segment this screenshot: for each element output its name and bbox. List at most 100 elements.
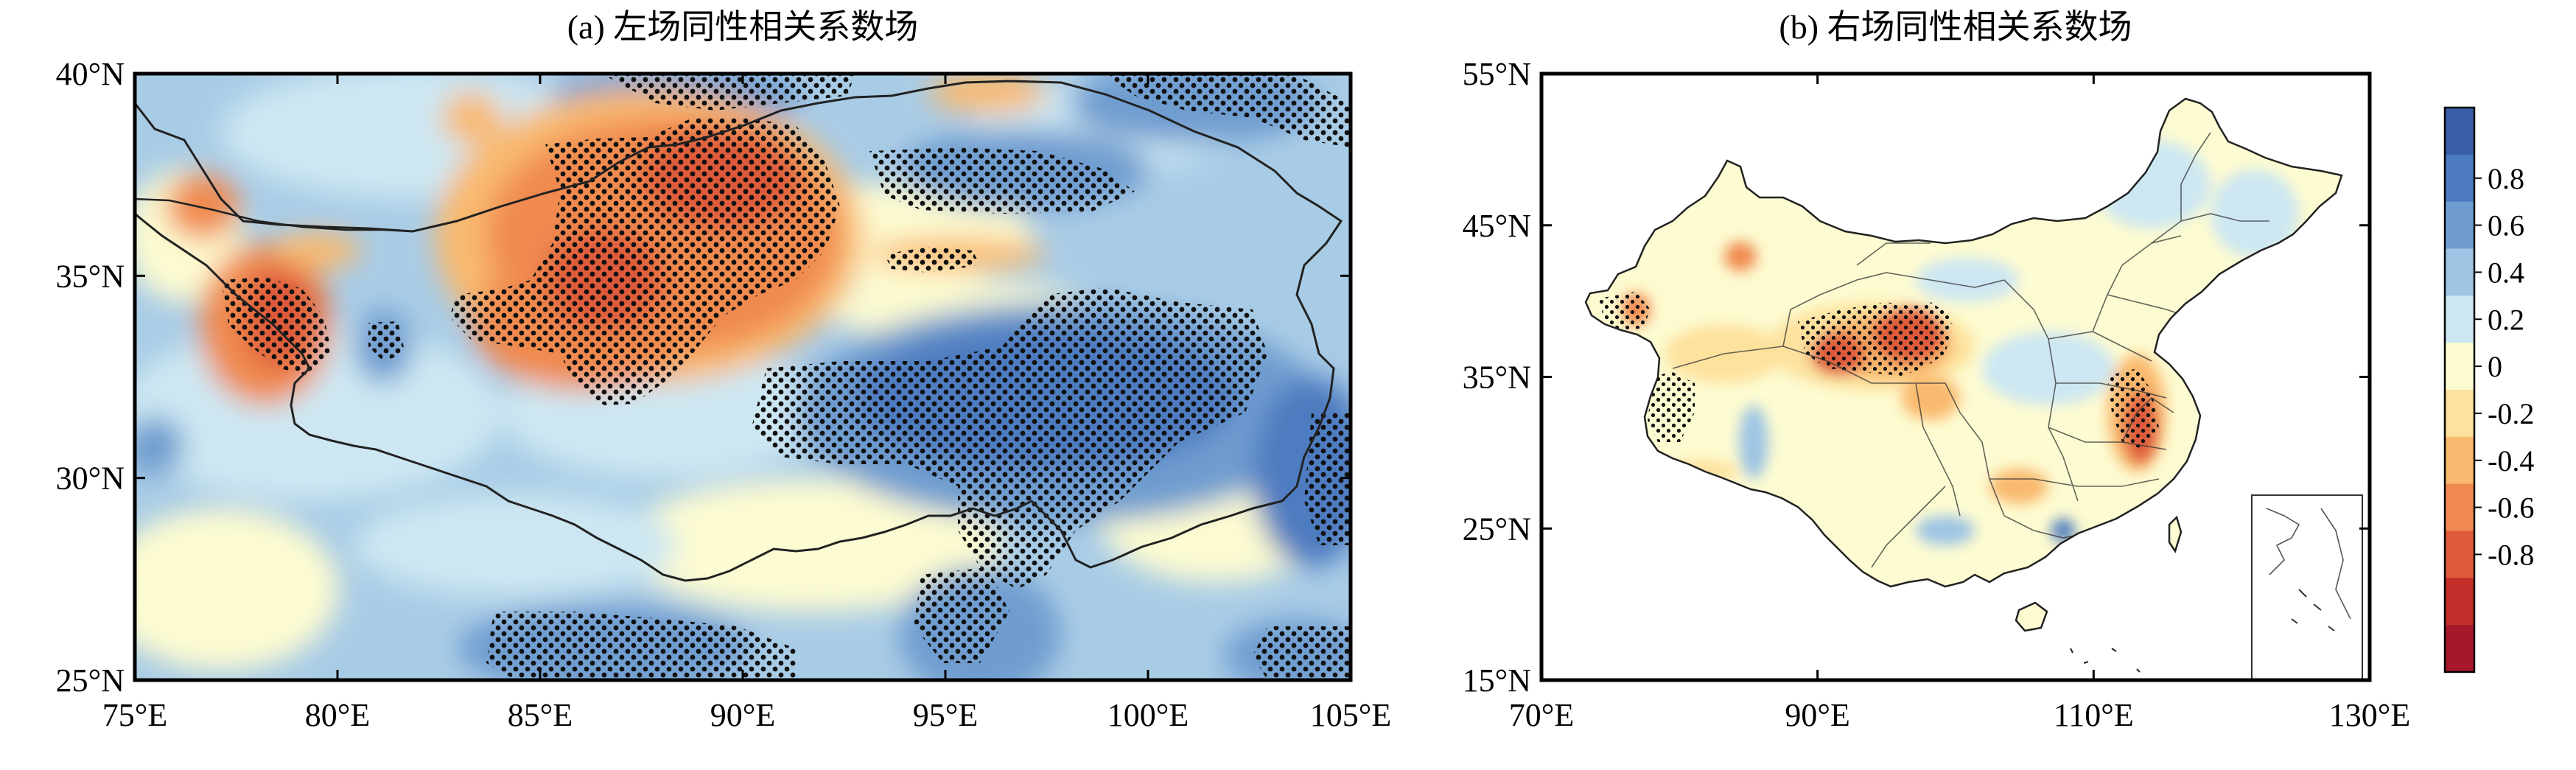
panel-a-ytick-label: 30°N xyxy=(56,461,125,497)
inset-frame xyxy=(2251,494,2363,680)
panel-b-island-mark xyxy=(2083,661,2089,664)
colorbar-segment xyxy=(2445,343,2474,391)
colorbar-tick-label: 0.4 xyxy=(2488,256,2524,289)
panel-a-stipple-region xyxy=(869,147,1135,214)
panel-b-province-border xyxy=(1989,478,2160,487)
panel-a-xtick-label: 85°E xyxy=(508,697,573,733)
panel-b-ytick-label: 45°N xyxy=(1463,208,1531,244)
panel-b-axes: 70°E 90°E 110°E 130°E 15°N 25°N 35°N 45°N 55°N xyxy=(1463,56,2411,733)
panel-b-province-border xyxy=(1782,272,2005,347)
colorbar-segment xyxy=(2445,578,2474,626)
panel-b-hainan-island xyxy=(2015,601,2048,632)
panel-b-xtick-label: 70°E xyxy=(1509,697,1574,733)
panel-a-xtick-label: 105°E xyxy=(1310,697,1391,733)
panel-b-taiwan-island xyxy=(2168,515,2183,553)
colorbar-segment xyxy=(2445,201,2474,249)
colorbar-tick-label: -0.4 xyxy=(2488,444,2534,477)
panel-b-islands xyxy=(2070,648,2141,673)
colorbar-tick-label: -0.6 xyxy=(2488,491,2534,525)
panel-b-province-border xyxy=(2180,132,2211,221)
panel-a-stipple-region xyxy=(752,287,1267,589)
panel-b-field-blob xyxy=(1916,258,2019,302)
panel-b-ytick-label: 35°N xyxy=(1463,360,1531,396)
panel-b-stipple-region xyxy=(1648,372,1695,442)
panel-b-stipple-region xyxy=(2107,368,2159,449)
panel-a-field-blob xyxy=(135,508,339,671)
panel-b-ytick-label: 55°N xyxy=(1463,56,1531,92)
panel-b-province-border xyxy=(2151,213,2269,244)
panel-a-xtick-label: 100°E xyxy=(1107,697,1189,733)
panel-a-xtick-label: 90°E xyxy=(710,697,775,733)
colorbar-frame xyxy=(2443,106,2476,673)
panel-a-field-blob xyxy=(135,416,184,475)
panel-a-stipple-region xyxy=(884,247,980,273)
panel-a-field-blob xyxy=(166,173,239,239)
panel-a-xtick-label: 75°E xyxy=(102,697,167,733)
panel-b-ytick-label: 15°N xyxy=(1463,662,1531,699)
panel-b-ytick-label: 25°N xyxy=(1463,511,1531,547)
panel-a-field-blob xyxy=(273,232,361,269)
panel-b-xtick-label: 90°E xyxy=(1785,697,1849,733)
panel-b-province-border xyxy=(1915,382,1961,517)
panel-a-stipple-region xyxy=(914,567,1009,663)
panel-b-title: (b) 右场同性相关系数场 xyxy=(1779,8,2132,46)
panel-b-province-border xyxy=(2121,396,2174,443)
panel-a-ytick-label: 40°N xyxy=(56,56,125,92)
panel-a-ytick-label: 25°N xyxy=(56,662,125,699)
inset-coastline xyxy=(2291,589,2335,631)
colorbar-tick-label: 0 xyxy=(2488,350,2502,383)
panel-b-province-border xyxy=(1945,382,2005,517)
panel-b-province-border xyxy=(2048,331,2152,362)
colorbar-segment xyxy=(2445,625,2474,673)
colorbar-segment xyxy=(2445,154,2474,203)
panel-a-axes: 75°E 80°E 85°E 90°E 95°E 100°E 105°E 25°N 30°N 35… xyxy=(56,56,1392,733)
panel-a-ytick-label: 35°N xyxy=(56,258,125,294)
panel-a-stipple-region xyxy=(1105,75,1351,147)
colorbar-tick-label: -0.8 xyxy=(2488,538,2534,571)
colorbar-segment xyxy=(2445,248,2474,296)
colorbar-segment xyxy=(2445,436,2474,485)
colorbar-segment xyxy=(2445,483,2474,531)
inset-coastline xyxy=(2266,508,2300,575)
colorbar-tick-label: 0.6 xyxy=(2488,209,2524,242)
panel-a-stipple-region xyxy=(368,321,405,361)
colorbar-segment xyxy=(2445,108,2474,155)
panel-b-stipple-region xyxy=(1599,292,1651,332)
panel-b-stippling xyxy=(1599,292,2159,449)
panel-b-xtick-label: 130°E xyxy=(2329,697,2410,733)
panel-a-stipple-region xyxy=(604,75,855,111)
panel-a-map xyxy=(135,74,1351,680)
panel-b-map xyxy=(1541,74,2370,680)
panel-b-province-border xyxy=(1856,242,1931,266)
panel-b-island-mark xyxy=(2111,648,2117,652)
panel-b-field-blob xyxy=(1989,469,2048,504)
panel-b-field-blob xyxy=(1739,405,1768,479)
panel-b-province-borders xyxy=(1672,132,2269,568)
panel-a-xtick-label: 80°E xyxy=(305,697,370,733)
south-china-sea-inset xyxy=(2251,494,2363,680)
colorbar-tick-label: 0.8 xyxy=(2488,162,2524,195)
panel-a-field-blob xyxy=(354,494,678,597)
colorbar: 0.8 0.6 0.4 0.2 0 -0.2 -0.4 -0.6 -0.8 xyxy=(2443,106,2534,673)
colorbar-segment xyxy=(2445,295,2474,343)
panel-a-plateau-boundary xyxy=(135,80,1343,582)
panel-b-island-mark xyxy=(2136,668,2141,673)
panel-a-stipple-region xyxy=(486,612,796,680)
panel-b-china-outline xyxy=(1584,97,2343,588)
panel-a-field-blob xyxy=(442,92,501,144)
panel-a-stippling xyxy=(221,75,1351,680)
panel-a-stipple-region xyxy=(1304,413,1351,545)
colorbar-tick-label: -0.2 xyxy=(2488,397,2534,430)
panel-b-field-blob xyxy=(1982,332,2115,405)
colorbar-segment xyxy=(2445,390,2474,438)
panel-a-field-blob xyxy=(619,479,1002,612)
panel-b-province-border xyxy=(1871,486,1946,568)
panel-b-field-blob xyxy=(1724,242,1757,271)
colorbar-tick-label: 0.2 xyxy=(2488,303,2524,336)
panel-b-province-border xyxy=(2092,235,2182,332)
panel-a-border-line xyxy=(135,197,413,233)
colorbar-segment xyxy=(2445,531,2474,578)
panel-b-province-border xyxy=(2056,382,2167,399)
